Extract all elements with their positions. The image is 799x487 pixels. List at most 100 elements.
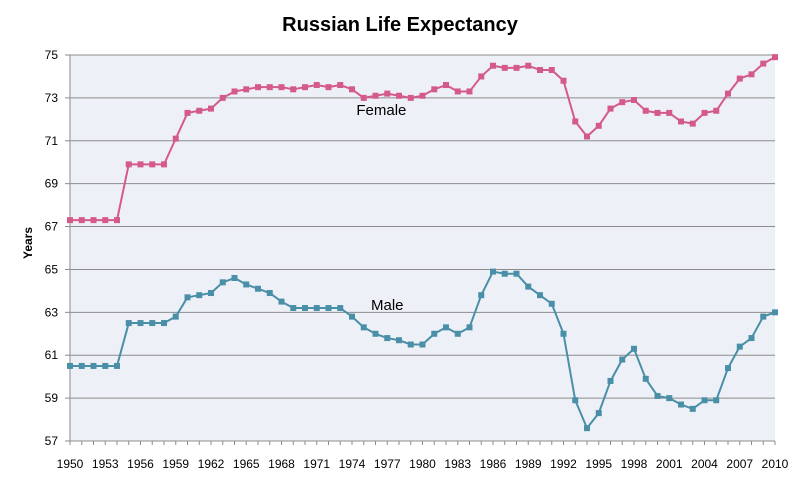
data-point-male	[537, 292, 543, 299]
data-point-female	[748, 71, 755, 78]
data-point-male	[78, 362, 85, 369]
data-point-male	[255, 285, 261, 292]
data-point-male	[760, 313, 767, 320]
data-point-male	[478, 292, 485, 299]
data-point-female	[161, 161, 167, 168]
x-tick-label: 1992	[550, 457, 577, 471]
data-point-male	[219, 279, 226, 286]
series-female	[67, 54, 778, 224]
data-point-female	[231, 88, 238, 95]
data-point-male	[584, 425, 590, 432]
data-point-male	[243, 281, 250, 288]
data-point-female	[419, 92, 426, 99]
x-tick-label: 1962	[198, 457, 225, 471]
data-point-female	[584, 133, 590, 140]
data-point-male	[666, 395, 673, 402]
data-point-male	[125, 320, 132, 327]
annotations: Female Male	[356, 102, 406, 314]
y-tick-labels: 57 59 61 63 65 67 69 71 73 75	[45, 48, 59, 448]
data-point-female	[454, 88, 461, 95]
data-point-female	[196, 107, 203, 114]
y-tick-label: 57	[45, 434, 59, 448]
data-point-female	[349, 86, 355, 93]
data-point-male	[325, 305, 332, 312]
plot-area	[70, 55, 775, 441]
data-point-male	[313, 305, 320, 312]
data-point-female	[396, 92, 402, 99]
data-point-male	[607, 377, 614, 384]
data-point-female	[243, 86, 250, 93]
data-point-female	[595, 122, 602, 129]
gridlines	[65, 54, 775, 442]
data-point-male	[772, 309, 778, 316]
data-point-male	[689, 405, 696, 412]
data-point-male	[337, 305, 344, 312]
data-point-female	[513, 64, 520, 71]
x-tick-label: 1995	[585, 457, 612, 471]
data-point-male	[407, 341, 414, 348]
data-point-male	[266, 290, 273, 297]
data-point-male	[595, 410, 602, 417]
x-tick-label: 1971	[303, 457, 330, 471]
x-tick-labels: 1950 1953 1956 1959 1962 1965 1968 1971 1974 1977…	[57, 457, 789, 471]
annotation-male: Male	[371, 297, 404, 314]
data-point-male	[290, 305, 297, 312]
data-point-female	[325, 84, 332, 91]
data-point-female	[219, 94, 226, 101]
x-tick-label: 1950	[57, 457, 84, 471]
x-tick-label: 1980	[409, 457, 436, 471]
data-point-male	[701, 397, 708, 404]
x-tick-label: 1974	[339, 457, 366, 471]
data-point-female	[772, 54, 778, 61]
x-tick-label: 2010	[762, 457, 789, 471]
axes	[69, 55, 776, 445]
data-point-male	[713, 397, 720, 404]
data-point-male	[419, 341, 426, 348]
series-male	[67, 268, 778, 432]
y-tick-label: 65	[45, 262, 59, 276]
data-point-female	[548, 67, 555, 74]
data-point-male	[302, 305, 308, 312]
data-point-female	[713, 107, 720, 114]
data-point-female	[490, 62, 496, 69]
data-point-male	[431, 330, 438, 337]
data-point-male	[560, 330, 567, 337]
data-point-female	[431, 86, 438, 93]
y-tick-label: 71	[45, 134, 59, 148]
x-tick-label: 1977	[374, 457, 401, 471]
data-point-female	[654, 109, 661, 116]
data-point-female	[666, 109, 673, 116]
data-point-male	[149, 320, 156, 327]
data-point-male	[631, 345, 637, 352]
data-point-male	[90, 362, 97, 369]
data-point-female	[560, 77, 567, 84]
data-point-female	[642, 107, 649, 114]
data-point-male	[736, 343, 743, 350]
data-point-male	[172, 313, 179, 320]
data-point-female	[208, 105, 214, 112]
x-tick-label: 1989	[515, 457, 542, 471]
data-point-male	[525, 283, 532, 290]
data-point-female	[736, 75, 743, 82]
data-point-male	[443, 324, 449, 331]
y-tick-label: 75	[45, 48, 59, 62]
data-point-male	[231, 275, 238, 282]
data-point-female	[90, 217, 97, 224]
chart-title: Russian Life Expectancy	[282, 14, 519, 36]
data-point-female	[149, 161, 156, 168]
data-point-female	[78, 217, 85, 224]
y-tick-label: 63	[45, 305, 59, 319]
data-point-female	[302, 84, 308, 91]
data-point-male	[654, 392, 661, 399]
data-point-male	[102, 362, 109, 369]
data-point-female	[184, 109, 191, 116]
data-point-female	[407, 94, 414, 101]
annotation-female: Female	[356, 102, 406, 119]
x-tick-label: 1965	[233, 457, 260, 471]
data-point-male	[396, 337, 402, 344]
series-group	[67, 54, 778, 432]
x-tick-label: 1956	[127, 457, 154, 471]
data-point-male	[114, 362, 120, 369]
x-tick-label: 1998	[621, 457, 648, 471]
